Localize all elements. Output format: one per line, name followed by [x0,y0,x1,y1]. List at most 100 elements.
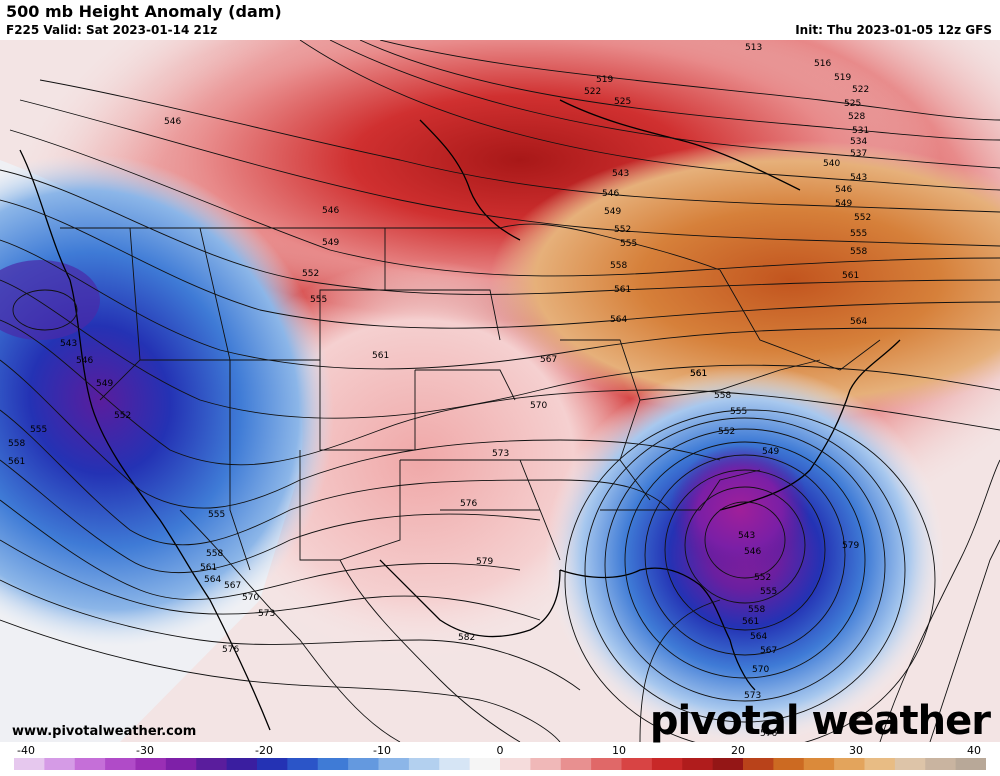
contour-label: 552 [754,573,771,583]
contour-label: 558 [714,391,731,401]
header: 500 mb Height Anomaly (dam) F225 Valid: … [0,0,1000,40]
contour-label: 573 [744,691,761,701]
contour-label: 549 [322,238,339,248]
contour-label: 546 [744,547,761,557]
contour-label: 552 [614,225,631,235]
contour-label: 561 [614,285,631,295]
height-contours [0,40,1000,742]
contour-label: 558 [610,261,627,271]
colorbar-swatch [500,758,531,770]
contour-label: 555 [760,587,777,597]
contour-label: 561 [690,369,707,379]
contour-label: 579 [842,541,859,551]
contour-label: 522 [584,87,601,97]
contour-label: 576 [460,499,477,509]
contour-label: 546 [76,356,93,366]
colorbar-swatch [925,758,957,770]
contour-label: 561 [842,271,859,281]
contour-label: 558 [850,247,867,257]
contour-label: 549 [835,199,852,209]
colorbar-swatch [348,758,380,770]
contour-label: 561 [372,351,389,361]
colorbar-tick: 30 [849,744,863,757]
colorbar-swatch [135,758,167,770]
contour-label: 552 [114,411,131,421]
site-url: www.pivotalweather.com [12,724,197,739]
contour-label: 558 [8,439,25,449]
colorbar-tick: 10 [612,744,626,757]
contour-labels: 513 516 519 522 525 528 531 534 537 540 … [8,43,871,739]
contour-label: 558 [206,549,223,559]
anomaly-map: 513 516 519 522 525 528 531 534 537 540 … [0,40,1000,742]
contour-label: 555 [730,407,747,417]
contour-label: 546 [322,206,339,216]
contour-label: 528 [848,112,865,122]
contour-label: 555 [208,510,225,520]
contour-label: 564 [850,317,867,327]
contour-label: 561 [690,369,707,379]
contour-label: 546 [164,117,181,127]
map-title: 500 mb Height Anomaly (dam) [6,2,282,21]
colorbar-swatch [469,758,501,770]
contour-label: 558 [748,605,765,615]
colorbar-swatches [14,758,987,770]
colorbar-swatch [378,758,410,770]
colorbar-swatch [105,758,137,770]
colorbar-swatch [773,758,805,770]
contour-label: 561 [200,563,217,573]
contour-label: 552 [854,213,871,223]
contour-label: 573 [492,449,509,459]
contour-label: 555 [30,425,47,435]
contour-label: 546 [602,189,619,199]
contour-label: 564 [610,315,627,325]
colorbar-tick: 20 [731,744,745,757]
colorbar-swatch [317,758,349,770]
colorbar-swatch [803,758,835,770]
contour-label: 519 [834,73,851,83]
colorbar-tick: -10 [373,744,391,757]
colorbar-swatch [834,758,866,770]
colorbar-swatch [196,758,228,770]
colorbar-swatch [621,758,653,770]
colorbar-swatch [14,758,45,770]
contour-label: 552 [302,269,319,279]
contour-label: 567 [760,646,777,656]
contour-label: 552 [718,427,735,437]
colorbar-swatch [165,758,197,770]
colorbar-swatch [651,758,683,770]
contour-label: 531 [852,126,869,136]
colorbar-tick: -30 [136,744,154,757]
contour-label: 537 [850,149,867,159]
colorbar-swatch [44,758,76,770]
contour-label: 513 [745,43,762,53]
contour-label: 576 [760,729,777,739]
colorbar-swatch [257,758,288,770]
colorbar: -40 -30 -20 -10 0 10 20 30 40 [14,742,987,772]
map-canvas: 513 516 519 522 525 528 531 534 537 540 … [0,40,1000,742]
contour-label: 534 [850,137,867,147]
contour-label: 516 [814,59,831,69]
contour-label: 564 [750,632,767,642]
contour-label: 525 [614,97,631,107]
init-time: Init: Thu 2023-01-05 12z GFS [795,23,992,37]
colorbar-swatch [530,758,562,770]
contour-label: 555 [850,229,867,239]
colorbar-tick: 40 [967,744,981,757]
contour-label: 564 [204,575,221,585]
contour-label: 570 [530,401,547,411]
contour-label: 549 [96,379,113,389]
colorbar-svg: -40 -30 -20 -10 0 10 20 30 40 [14,744,987,770]
contour-label: 546 [835,185,852,195]
contour-label: 555 [310,295,327,305]
contour-label: 570 [752,665,769,675]
contour-label: 549 [604,207,621,217]
contour-label: 561 [8,457,25,467]
field-west-core [0,260,100,340]
contour-label: 543 [60,339,77,349]
contour-label: 543 [850,173,867,183]
contour-label: 543 [738,531,755,541]
colorbar-swatch [560,758,592,770]
colorbar-swatch [894,758,926,770]
colorbar-ticks: -40 -30 -20 -10 0 10 20 30 40 [17,744,981,757]
field-orange-east [490,140,1000,420]
